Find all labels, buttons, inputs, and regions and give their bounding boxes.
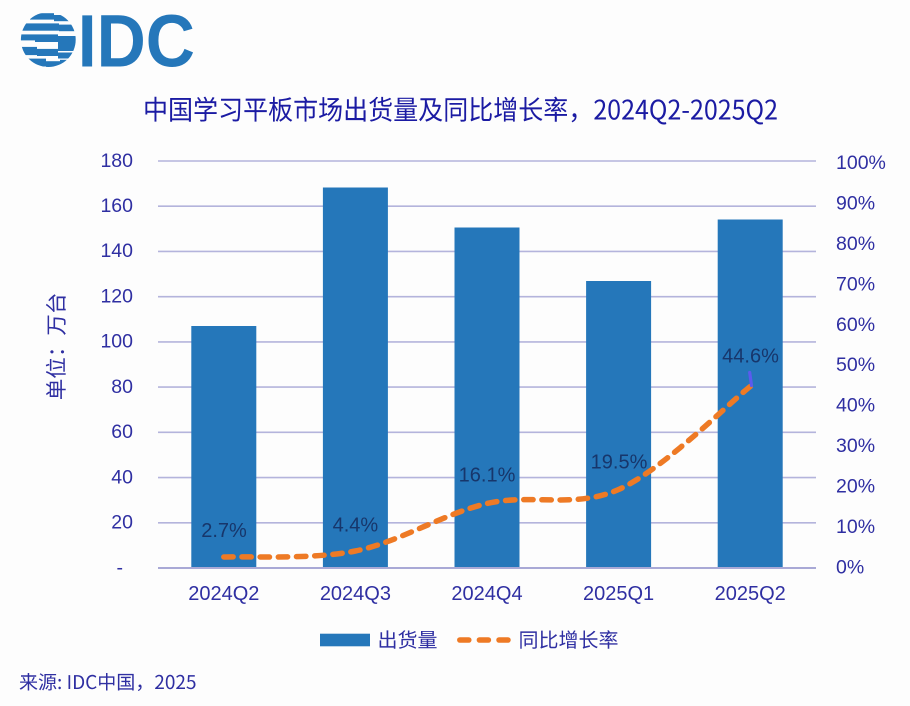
svg-text:50%: 50% bbox=[836, 354, 875, 376]
svg-text:70%: 70% bbox=[836, 273, 875, 295]
svg-text:90%: 90% bbox=[836, 192, 875, 214]
svg-text:40: 40 bbox=[111, 466, 133, 488]
svg-text:IDC: IDC bbox=[78, 1, 195, 83]
svg-text:100: 100 bbox=[100, 331, 133, 353]
svg-text:10%: 10% bbox=[836, 516, 875, 538]
svg-text:19.5%: 19.5% bbox=[591, 452, 648, 474]
svg-text:2025Q1: 2025Q1 bbox=[583, 583, 654, 605]
svg-text:120: 120 bbox=[100, 286, 133, 308]
svg-text:0%: 0% bbox=[836, 556, 864, 578]
svg-text:140: 140 bbox=[100, 240, 133, 262]
svg-text:40%: 40% bbox=[836, 395, 875, 417]
svg-text:16.1%: 16.1% bbox=[459, 465, 516, 487]
svg-text:-: - bbox=[117, 557, 124, 579]
svg-text:160: 160 bbox=[100, 195, 133, 217]
svg-text:2024Q4: 2024Q4 bbox=[451, 583, 522, 605]
svg-text:2024Q2: 2024Q2 bbox=[188, 583, 259, 605]
svg-text:4.4%: 4.4% bbox=[333, 515, 379, 537]
svg-text:20: 20 bbox=[111, 512, 133, 534]
svg-text:60: 60 bbox=[111, 421, 133, 443]
svg-text:20%: 20% bbox=[836, 476, 875, 498]
svg-text:2024Q3: 2024Q3 bbox=[320, 583, 391, 605]
svg-text:80: 80 bbox=[111, 376, 133, 398]
svg-text:100%: 100% bbox=[836, 152, 886, 174]
svg-text:30%: 30% bbox=[836, 435, 875, 457]
svg-text:44.6%: 44.6% bbox=[722, 346, 779, 368]
svg-text:60%: 60% bbox=[836, 314, 875, 336]
svg-text:80%: 80% bbox=[836, 233, 875, 255]
svg-text:2.7%: 2.7% bbox=[201, 520, 247, 542]
svg-text:2025Q2: 2025Q2 bbox=[715, 583, 786, 605]
svg-text:180: 180 bbox=[100, 150, 133, 172]
